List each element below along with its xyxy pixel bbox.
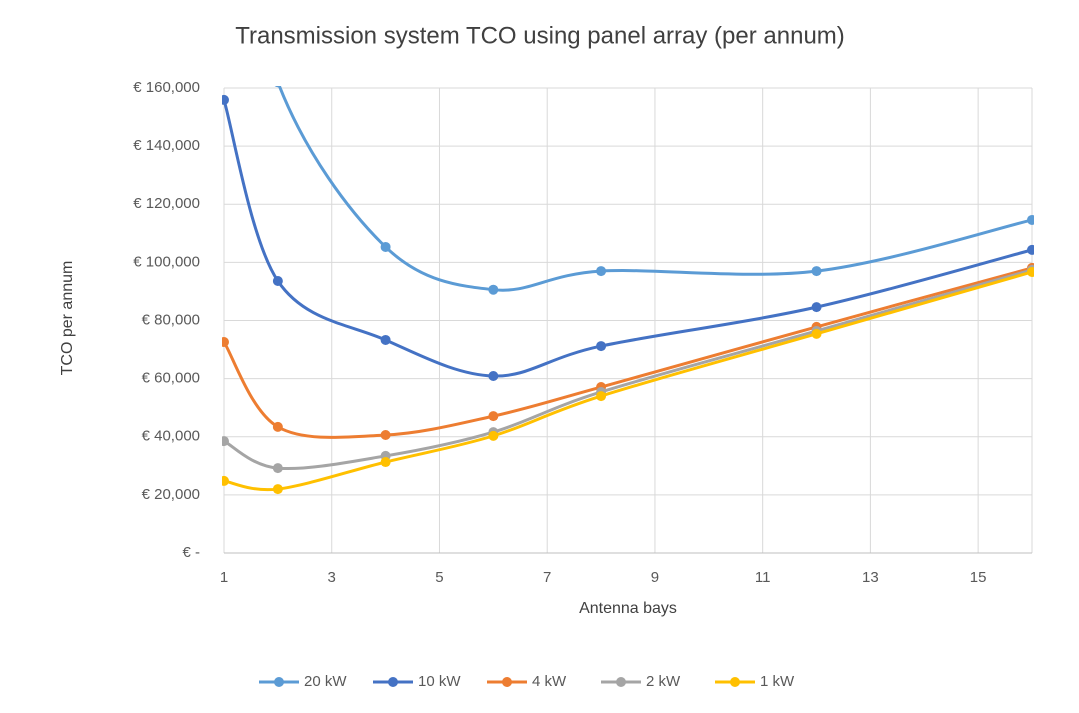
y-tick-label: € 120,000 [133,195,200,212]
data-point [380,241,391,252]
data-point [272,484,283,495]
legend-label: 2 kW [646,673,681,690]
y-tick-label: € 160,000 [133,79,200,96]
data-point [488,284,499,295]
data-point [811,266,822,277]
data-point [380,334,391,345]
data-point [272,463,283,474]
y-tick-label: € - [182,544,200,561]
x-tick-label: 1 [220,569,228,586]
y-tick-label: € 20,000 [142,486,200,503]
series-line [223,268,1033,471]
plot-area [222,86,1034,495]
y-tick-label: € 60,000 [142,370,200,387]
legend-marker [388,677,398,687]
y-tick-label: € 140,000 [133,137,200,154]
y-tick-label: € 100,000 [133,253,200,270]
data-point [596,341,607,352]
legend-label: 20 kW [304,673,347,690]
chart-title: Transmission system TCO using panel arra… [235,22,845,49]
data-point [272,421,283,432]
legend-marker [616,677,626,687]
x-tick-label: 13 [862,569,879,586]
x-tick-label: 7 [543,569,551,586]
x-tick-label: 11 [755,569,771,586]
legend-label: 4 kW [532,673,567,690]
x-tick-label: 9 [651,569,659,586]
data-point [222,475,229,486]
y-axis-title: TCO per annum [59,261,76,376]
legend: 20 kW 10 kW 4 kW 2 kW 1 kW [259,673,795,690]
data-point [272,275,283,286]
data-point [488,371,499,382]
data-point [222,436,229,447]
data-point [1027,244,1034,255]
y-tick-label: € 40,000 [142,428,200,445]
grid: € - € 20,000 € 40,000 € 60,000 € 80,000 € 100… [133,79,1033,586]
data-point [488,411,499,422]
data-point [222,337,229,348]
data-point [380,430,391,441]
data-point [380,457,391,468]
series-line [223,270,1033,492]
x-tick-label: 3 [328,569,336,586]
data-point [596,391,607,402]
data-point [222,94,229,105]
legend-marker [730,677,740,687]
data-point [811,302,822,313]
data-point [596,266,607,277]
legend-label: 1 kW [760,673,795,690]
data-point [811,328,822,339]
y-tick-label: € 80,000 [142,311,200,328]
legend-marker [502,677,512,687]
legend-marker [274,677,284,687]
series-line [222,266,1033,439]
legend-label: 10 kW [418,673,461,690]
data-point [1027,214,1034,225]
data-point [274,86,282,88]
data-point [1027,266,1034,277]
x-tick-label: 15 [970,569,987,586]
x-tick-label: 5 [435,569,443,586]
series-line [222,99,1033,378]
data-point [488,430,499,441]
x-axis-title: Antenna bays [579,600,677,617]
